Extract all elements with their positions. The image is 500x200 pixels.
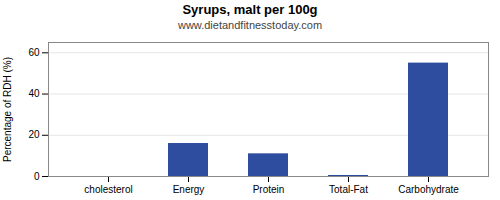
svg-text:Total-Fat: Total-Fat (329, 184, 368, 195)
svg-text:Percentage of RDH (%): Percentage of RDH (%) (2, 57, 13, 162)
svg-text:cholesterol: cholesterol (84, 184, 132, 195)
html-text:www.dietandfitnesstoday.com: www.dietandfitnesstoday.com (178, 19, 322, 31)
svg-text:Protein: Protein (253, 184, 285, 195)
svg-text:40: 40 (28, 88, 40, 99)
html-text:Syrups, malt per 100g: Syrups, malt per 100g (182, 2, 318, 17)
svg-text:20: 20 (28, 129, 40, 140)
svg-text:60: 60 (28, 47, 40, 58)
svg-text:0: 0 (34, 171, 40, 182)
svg-text:Energy: Energy (173, 184, 205, 195)
svg-text:Carbohydrate: Carbohydrate (398, 184, 459, 195)
